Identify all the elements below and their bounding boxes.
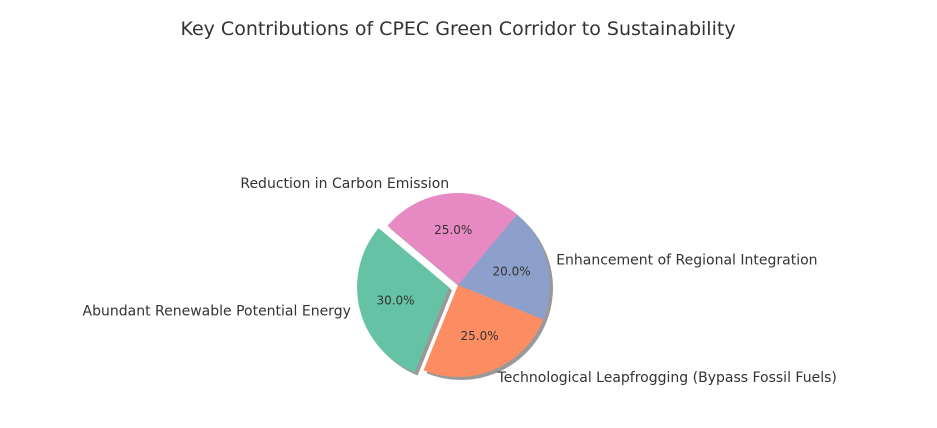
slice-label-reduction-in-carbon-emission: Reduction in Carbon Emission <box>240 176 449 192</box>
pie-slice-abundant-renewable-potential-energy <box>357 228 450 373</box>
pie-slice-enhancement-of-regional-integration <box>458 214 550 320</box>
pct-label-reduction-in-carbon-emission: 25.0% <box>434 223 472 237</box>
pie-label-layer: Abundant Renewable Potential Energy 30.0%… <box>83 176 837 386</box>
pie-slice-technological-leapfrogging-bypass-fossil-fuels <box>423 285 544 377</box>
pct-label-enhancement-of-regional-integration: 20.0% <box>492 265 530 279</box>
pct-label-abundant-renewable-potential-energy: 30.0% <box>376 294 414 308</box>
pct-label-technological-leapfrogging-bypass-fossil-fuels: 25.0% <box>461 329 499 343</box>
slice-label-enhancement-of-regional-integration: Enhancement of Regional Integration <box>556 253 817 269</box>
pie-slice-layer <box>357 193 550 377</box>
slice-label-technological-leapfrogging-bypass-fossil-fuels: Technological Leapfrogging (Bypass Fossi… <box>497 370 837 386</box>
chart-title: Key Contributions of CPEC Green Corridor… <box>180 18 735 40</box>
pie-slice-reduction-in-carbon-emission <box>387 193 518 285</box>
slice-label-abundant-renewable-potential-energy: Abundant Renewable Potential Energy <box>83 304 351 320</box>
